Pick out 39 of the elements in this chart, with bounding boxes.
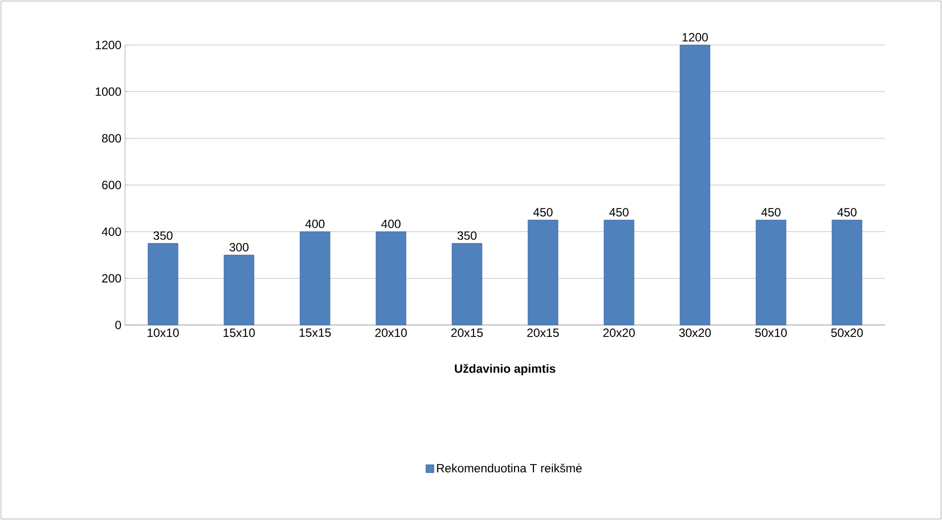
legend-label: Rekomenduotina T reikšmė: [437, 464, 582, 472]
data-label: 400: [305, 220, 325, 228]
x-tick-label: 20x10: [375, 328, 407, 337]
y-tick-label: 600: [102, 180, 122, 190]
y-tick-label: 800: [102, 134, 122, 143]
data-label: 350: [457, 231, 477, 240]
x-tick-label: 15x15: [300, 328, 331, 337]
data-label: 300: [229, 243, 249, 252]
data-label: 450: [533, 208, 553, 216]
bar: [680, 44, 710, 326]
y-tick-label: 1200: [96, 40, 122, 50]
data-label: 400: [381, 220, 401, 228]
x-tick-label: 20x15: [451, 328, 483, 337]
x-tick-label: 20x20: [603, 328, 635, 337]
y-tick-label: 400: [102, 227, 122, 236]
bar: [300, 231, 330, 326]
bar: [756, 220, 786, 326]
bar: [832, 220, 862, 326]
x-axis-title: Uždavinio apimtis: [454, 364, 556, 376]
y-tick-label: 1000: [96, 87, 122, 96]
x-tick-label: 15x10: [224, 328, 255, 337]
data-label: 350: [153, 231, 173, 240]
data-label: 1200: [682, 33, 708, 42]
bar: [148, 243, 178, 326]
x-tick-label: 50x10: [755, 328, 787, 337]
bar: [376, 231, 406, 326]
data-label: 450: [609, 208, 629, 216]
y-tick-label: 200: [102, 274, 122, 283]
bar: [604, 220, 634, 326]
y-tick-label: 0: [115, 320, 122, 330]
bar: [224, 254, 254, 326]
bar: [528, 220, 558, 326]
x-tick-label: 20x15: [527, 328, 559, 337]
x-tick-label: 10x10: [148, 328, 179, 337]
x-tick-label: 30x20: [679, 328, 711, 337]
data-label: 450: [761, 208, 781, 216]
bar: [452, 243, 482, 326]
x-tick-label: 50x20: [831, 328, 863, 337]
data-label: 450: [837, 208, 857, 216]
